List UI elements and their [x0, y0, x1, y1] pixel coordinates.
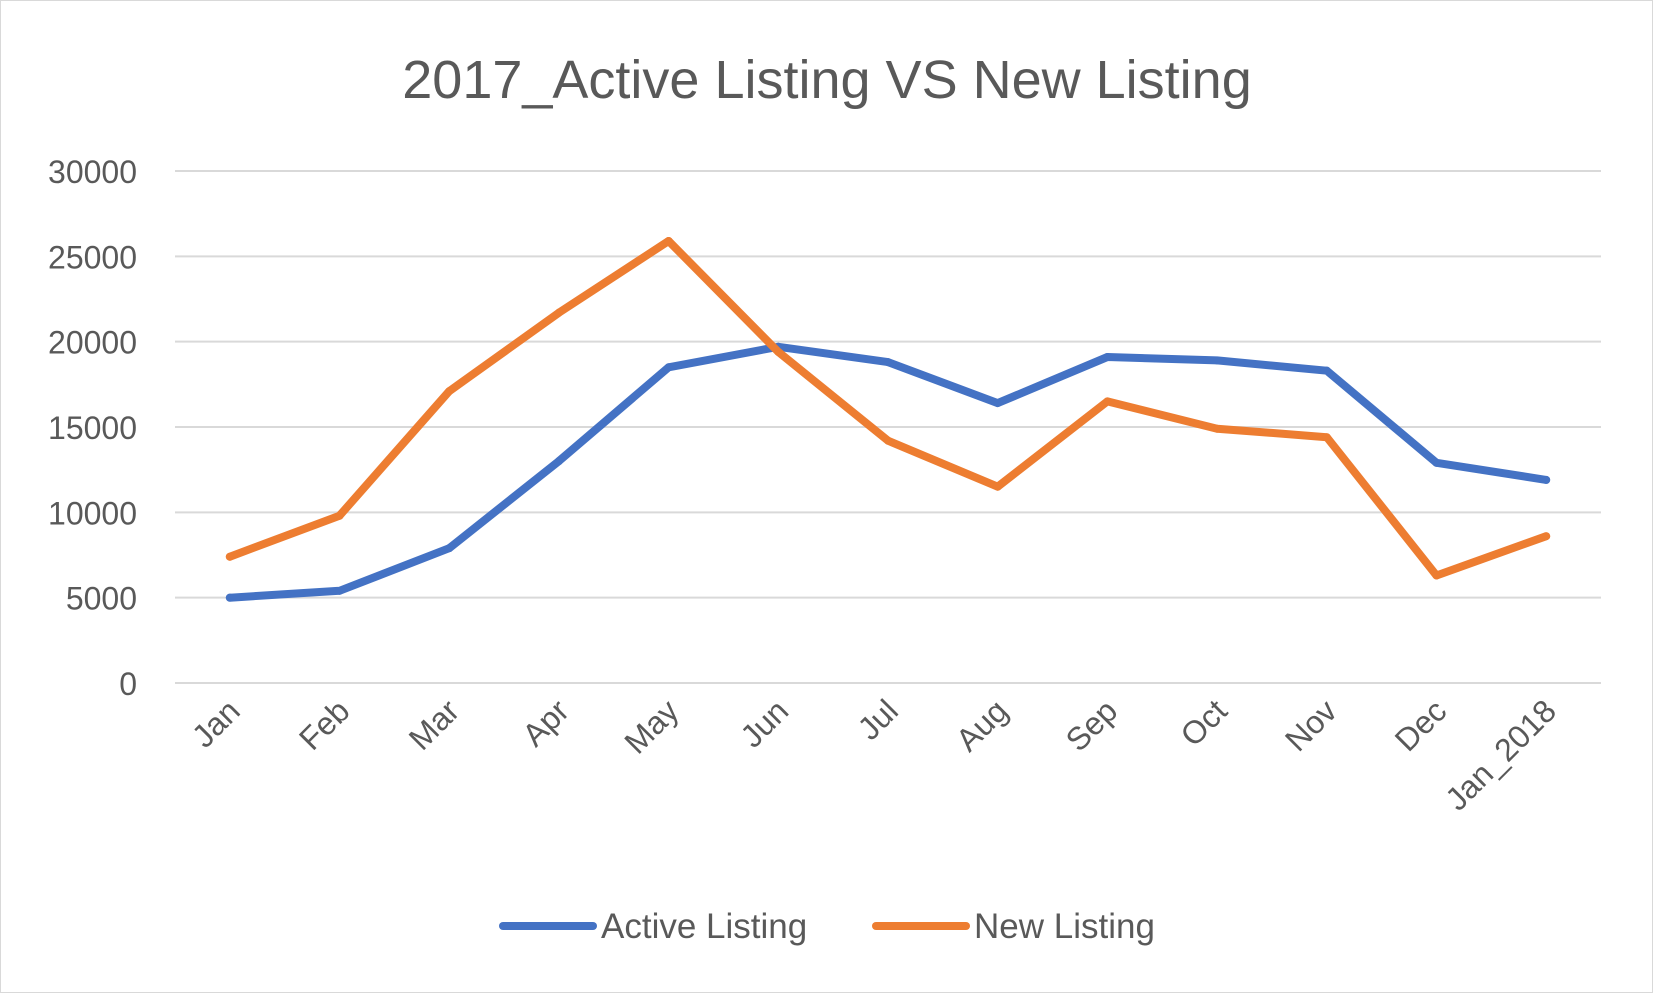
y-tick-label: 0: [119, 666, 137, 702]
series-points: [225, 236, 1551, 580]
x-tick-label: Feb: [292, 692, 356, 756]
series-points: [225, 342, 1551, 602]
x-axis-tick-labels: Jan Feb Mar Apr May Jun Jul Aug Sep Oct Nov DecJan_…: [185, 692, 1563, 817]
y-tick-label: 20000: [48, 325, 137, 361]
x-tick-label: May: [617, 692, 685, 760]
data-point: [1542, 475, 1551, 484]
series-line-active-listing: [225, 342, 1551, 602]
data-point: [1213, 356, 1222, 365]
y-tick-label: 15000: [48, 410, 137, 446]
x-tick-label: Jul: [851, 692, 905, 746]
series-line-new-listing: [225, 237, 1551, 580]
x-tick-label: Dec: [1388, 692, 1454, 758]
x-tick-label: Jan_2018: [1438, 692, 1563, 817]
data-point: [884, 358, 892, 367]
data-point: [554, 457, 563, 466]
data-point: [774, 347, 783, 356]
data-point: [1103, 397, 1112, 406]
legend: Active Listing New Listing: [499, 907, 1155, 946]
data-point: [993, 399, 1002, 408]
data-point: [1213, 424, 1222, 433]
x-tick-label: Nov: [1278, 692, 1344, 758]
data-point: [664, 363, 673, 372]
data-point: [1322, 433, 1331, 442]
x-tick-label: Oct: [1173, 692, 1234, 753]
data-point: [664, 236, 673, 245]
chart-title: 2017_Active Listing VS New Listing: [402, 50, 1251, 110]
y-tick-label: 5000: [66, 581, 137, 617]
y-tick-label: 25000: [48, 239, 137, 275]
series-lines: [225, 236, 1551, 602]
data-point: [445, 544, 454, 553]
x-tick-label: Mar: [402, 692, 467, 757]
data-point: [335, 511, 344, 520]
data-point: [993, 482, 1002, 491]
data-point: [335, 586, 344, 595]
y-tick-label: 10000: [48, 495, 137, 531]
data-point: [1432, 458, 1441, 467]
data-point: [225, 593, 234, 602]
data-point: [554, 308, 563, 317]
gridlines: [175, 170, 1601, 684]
data-point: [1432, 571, 1441, 580]
x-tick-label: Jun: [733, 692, 795, 754]
x-tick-label: Apr: [515, 692, 576, 753]
data-point: [1542, 532, 1551, 541]
y-axis-tick-labels: 0 5000 10000 15000 20000 25000 30000: [48, 154, 137, 702]
legend-label: Active Listing: [601, 907, 807, 946]
data-point: [225, 552, 234, 561]
data-point: [1322, 366, 1331, 375]
x-tick-label: Jan: [185, 692, 247, 754]
data-point: [445, 387, 454, 396]
x-tick-label: Aug: [949, 692, 1015, 758]
data-point: [884, 436, 892, 445]
legend-label: New Listing: [974, 907, 1155, 946]
data-point: [1103, 353, 1112, 362]
x-tick-label: Sep: [1059, 692, 1125, 758]
y-tick-label: 30000: [48, 154, 137, 190]
